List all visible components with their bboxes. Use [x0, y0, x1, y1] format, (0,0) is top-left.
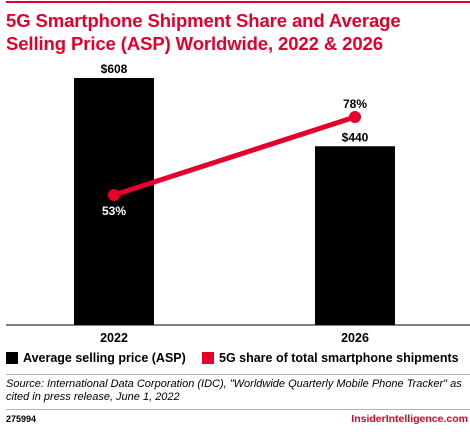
chart-area: $608 $440 2022 2026 53% 78%	[6, 62, 470, 345]
bar-label-2022: $608	[101, 62, 128, 76]
chart-title: 5G Smartphone Shipment Share and Average…	[6, 10, 401, 54]
point-5g-2022	[108, 189, 120, 201]
x-tick-2022: 2022	[100, 331, 128, 345]
legend: Average selling price (ASP) 5G share of …	[6, 350, 466, 366]
footer-rule-bottom	[6, 409, 470, 410]
labels-layer: $608 $440 2022 2026 53% 78%	[100, 62, 369, 345]
bars-layer	[6, 78, 470, 326]
legend-label-asp: Average selling price (ASP)	[23, 351, 186, 365]
x-tick-2026: 2026	[341, 331, 369, 345]
legend-swatch-5g-share	[202, 352, 214, 364]
chart-id: 275994	[6, 414, 37, 424]
legend-item-5g-share: 5G share of total smartphone shipments	[202, 350, 459, 366]
line-5g-share	[111, 114, 358, 198]
point-5g-2026	[349, 111, 361, 123]
brand-logo-text: InsiderIntelligence.com	[351, 413, 468, 425]
bar-2026	[315, 146, 395, 325]
legend-swatch-asp	[6, 352, 18, 364]
point-label-2026: 78%	[343, 97, 367, 111]
top-rule	[6, 1, 470, 3]
legend-item-asp: Average selling price (ASP)	[6, 350, 186, 366]
source-note: Source: International Data Corporation (…	[6, 378, 462, 403]
point-label-2022: 53%	[102, 204, 126, 218]
legend-label-5g-share: 5G share of total smartphone shipments	[219, 351, 459, 365]
bar-label-2026: $440	[342, 130, 369, 144]
bar-2022	[74, 78, 154, 325]
line-layer	[108, 111, 361, 201]
footer-rule	[6, 374, 470, 375]
